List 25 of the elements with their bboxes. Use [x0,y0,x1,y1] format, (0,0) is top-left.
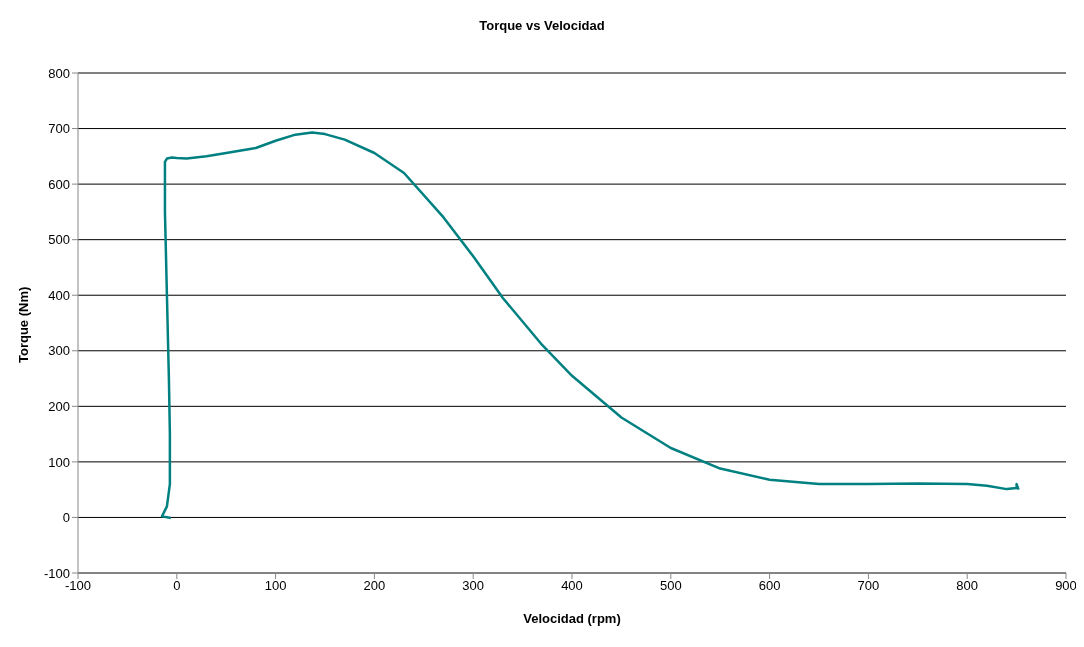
y-tick-label: 600 [48,176,70,192]
x-tick-label: 700 [857,578,880,594]
y-tick-label: -100 [43,565,70,581]
y-tick-label: 700 [48,121,70,137]
y-tick-label: 0 [62,510,70,526]
x-tick-label: 100 [264,578,287,594]
x-tick-label: -100 [64,578,92,594]
line-series [160,131,1020,520]
x-axis-title: Velocidad (rpm) [523,611,621,626]
x-tick-label: 300 [462,578,485,594]
x-tick-label: 600 [758,578,781,594]
y-axis-title: Torque (Nm) [15,286,31,363]
y-tick-label: 800 [48,65,70,81]
y-tick-label: 200 [48,398,70,414]
y-tick-label: 100 [48,454,70,470]
x-tick-label: 500 [659,578,682,594]
y-tick-label: 300 [48,343,70,359]
y-tick-label: 400 [48,287,70,303]
x-tick-label: 0 [173,578,181,594]
x-tick-label: 900 [1055,578,1077,594]
y-tick-label: 500 [48,232,70,248]
x-tick-label: 400 [561,578,583,594]
x-tick-label: 200 [363,578,386,594]
chart-title: Torque vs Velocidad [478,17,606,33]
x-tick-label: 800 [956,578,979,594]
